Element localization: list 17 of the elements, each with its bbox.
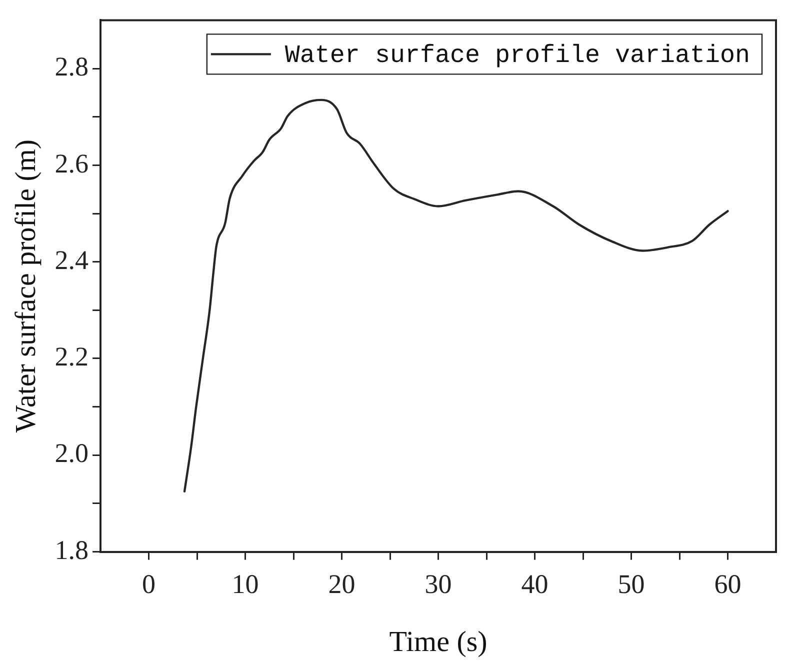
x-tick-label: 40 (521, 569, 548, 600)
y-tick-label: 2.6 (54, 148, 89, 178)
x-tick-label: 10 (232, 569, 259, 600)
x-tick-label: 20 (328, 569, 356, 600)
line-series (183, 98, 729, 492)
y-tick-label: 2.8 (54, 52, 89, 82)
x-tick-label: 60 (714, 569, 742, 600)
y-tick-label: 2.2 (54, 342, 89, 372)
y-tick-label: 1.8 (54, 534, 89, 565)
legend-label: Water surface profile variation (284, 40, 750, 70)
y-tick-label: 2.0 (54, 438, 89, 468)
x-axis-title: Time (s) (389, 626, 488, 658)
y-axis-title: Water surface profile (m) (10, 139, 42, 433)
y-tick-label: 2.4 (54, 244, 90, 275)
x-tick-label: 30 (424, 569, 452, 600)
x-tick-label: 50 (618, 569, 645, 600)
x-tick-label: 0 (142, 569, 156, 600)
